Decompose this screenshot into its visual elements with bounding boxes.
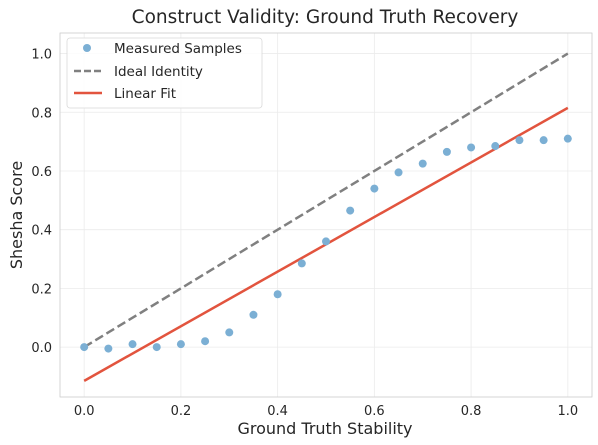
x-tick-label: 1.0 — [557, 404, 578, 419]
data-point — [563, 134, 572, 143]
data-point — [297, 259, 306, 268]
plot-area-frame — [59, 32, 593, 398]
data-point — [128, 340, 137, 349]
y-tick-label: 1.0 — [31, 48, 52, 63]
data-point — [322, 237, 330, 246]
data-point — [467, 143, 476, 152]
x-tick-label: 0.0 — [74, 404, 95, 419]
legend-marker-measured-samples — [83, 44, 91, 52]
x-tick-label: 0.8 — [461, 404, 482, 419]
data-point — [104, 344, 113, 353]
y-tick-label: 0.8 — [31, 106, 52, 121]
legend-label-measured-samples: Measured Samples — [114, 41, 242, 57]
data-point — [152, 343, 161, 352]
x-axis-label: Ground Truth Stability — [237, 419, 412, 438]
data-point — [80, 343, 89, 352]
data-point — [346, 206, 355, 215]
series-layer — [80, 52, 572, 382]
y-tick-labels: 0.0 0.2 0.4 0.6 0.8 1.0 — [31, 48, 52, 357]
legend: Measured Samples Ideal Identity Linear F… — [66, 37, 263, 109]
data-point — [442, 147, 451, 156]
legend-box — [66, 37, 263, 109]
data-point — [539, 136, 548, 145]
data-point — [176, 340, 185, 349]
data-point — [249, 310, 258, 319]
data-point — [225, 328, 234, 337]
y-tick-label: 0.4 — [31, 224, 52, 239]
data-point — [515, 136, 524, 145]
ideal-identity-line — [83, 52, 569, 349]
data-point — [394, 168, 403, 177]
x-tick-label: 0.2 — [171, 404, 192, 419]
x-tick-label: 0.4 — [267, 404, 288, 419]
data-point — [491, 142, 500, 151]
data-point — [201, 337, 210, 346]
y-tick-label: 0.0 — [31, 341, 52, 356]
y-axis-label: Shesha Score — [7, 161, 26, 269]
data-point — [273, 290, 282, 299]
chart-title: Construct Validity: Ground Truth Recover… — [132, 7, 519, 28]
data-point — [370, 184, 379, 193]
y-tick-label: 0.6 — [31, 165, 52, 180]
data-point — [418, 159, 427, 168]
y-tick-label: 0.2 — [31, 282, 52, 297]
x-tick-labels: 0.0 0.2 0.4 0.6 0.8 1.0 — [74, 404, 578, 419]
x-tick-label: 0.6 — [364, 404, 385, 419]
legend-label-linear-fit: Linear Fit — [114, 86, 176, 102]
legend-label-ideal-identity: Ideal Identity — [114, 64, 203, 80]
